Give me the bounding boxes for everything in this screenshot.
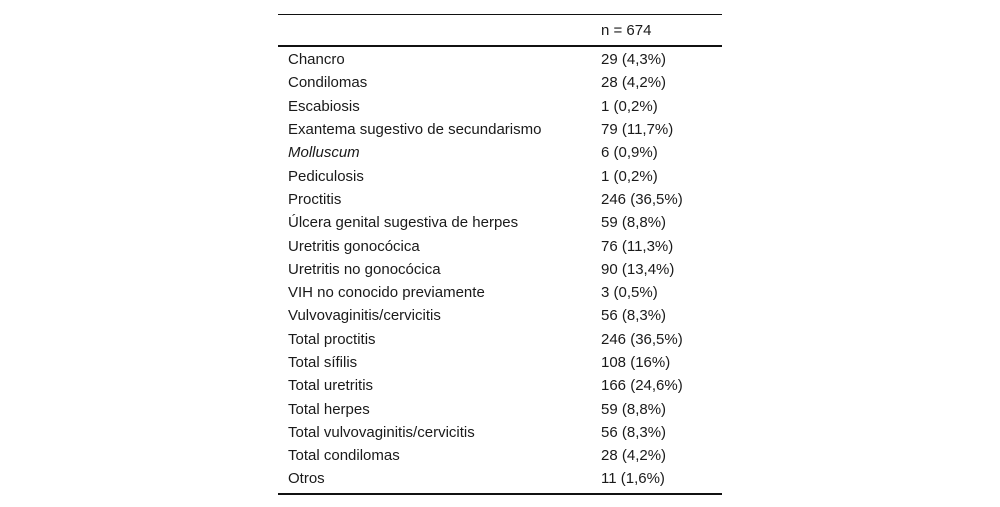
row-label: Chancro: [288, 51, 345, 69]
table-row: Chancro 29 (4,3%): [278, 48, 722, 71]
row-label: Molluscum: [288, 144, 360, 162]
row-label: Total proctitis: [288, 330, 376, 348]
row-label: Exantema sugestivo de secundarismo: [288, 121, 542, 139]
row-label: Condilomas: [288, 74, 368, 92]
row-value: 1 (0,2%): [601, 97, 658, 115]
sti-diagnoses-table: n = 674 Chancro 29 (4,3%) Condilomas 28 …: [278, 14, 722, 495]
row-label: Uretritis gonocócica: [288, 237, 420, 255]
row-value: 56 (8,3%): [601, 307, 667, 325]
row-value: 11 (1,6%): [601, 470, 665, 488]
table-row: Úlcera genital sugestiva de herpes 59 (8…: [278, 211, 722, 234]
table-row: Otros 11 (1,6%): [278, 467, 722, 490]
row-value: 90 (13,4%): [601, 260, 675, 278]
table-row: Total uretritis 166 (24,6%): [278, 374, 722, 397]
row-value: 79 (11,7%): [601, 121, 674, 139]
row-label: Total sífilis: [288, 354, 358, 371]
table-row: Molluscum 6 (0,9%): [278, 141, 722, 164]
table-row: Total condilomas 28 (4,2%): [278, 444, 722, 467]
row-value: 6 (0,9%): [601, 144, 658, 162]
row-value: 28 (4,2%): [601, 447, 667, 465]
row-value: 28 (4,2%): [601, 74, 667, 92]
row-label: Escabiosis: [288, 97, 360, 115]
row-value: 108 (16%): [601, 354, 671, 371]
table-row: Vulvovaginitis/cervicitis 56 (8,3%): [278, 304, 722, 327]
row-label: Pediculosis: [288, 167, 364, 185]
row-value: 3 (0,5%): [601, 284, 658, 302]
table-row: Uretritis gonocócica 76 (11,3%): [278, 234, 722, 257]
table-row: Uretritis no gonocócica 90 (13,4%): [278, 258, 722, 281]
row-label: Úlcera genital sugestiva de herpes: [288, 214, 519, 232]
header-n-total: n = 674: [601, 21, 652, 39]
table-row: Total sífilis 108 (16%): [278, 351, 722, 374]
table-row: VIH no conocido previamente 3 (0,5%): [278, 281, 722, 304]
table-body: Chancro 29 (4,3%) Condilomas 28 (4,2%) E…: [278, 47, 722, 493]
row-value: 29 (4,3%): [601, 51, 667, 69]
row-value: 56 (8,3%): [601, 423, 667, 441]
table-row: Escabiosis 1 (0,2%): [278, 95, 722, 118]
row-value: 59 (8,8%): [601, 400, 667, 418]
row-value: 166 (24,6%): [601, 377, 683, 395]
row-label: VIH no conocido previamente: [288, 284, 485, 302]
row-label: Total vulvovaginitis/cervicitis: [288, 423, 475, 441]
table-header-row: n = 674: [278, 15, 722, 47]
row-label: Proctitis: [288, 190, 342, 208]
table-row: Total vulvovaginitis/cervicitis 56 (8,3%…: [278, 421, 722, 444]
table-row: Total proctitis 246 (36,5%): [278, 328, 722, 351]
row-value: 246 (36,5%): [601, 330, 683, 348]
table-row: Pediculosis 1 (0,2%): [278, 164, 722, 187]
row-value: 76 (11,3%): [601, 237, 674, 255]
row-label: Total uretritis: [288, 377, 374, 395]
row-label: Total herpes: [288, 400, 370, 418]
row-label: Total condilomas: [288, 447, 400, 465]
table-row: Condilomas 28 (4,2%): [278, 71, 722, 94]
row-value: 1 (0,2%): [601, 167, 658, 185]
row-value: 246 (36,5%): [601, 190, 683, 208]
table-row: Proctitis 246 (36,5%): [278, 188, 722, 211]
row-value: 59 (8,8%): [601, 214, 667, 232]
row-label: Otros: [288, 470, 325, 488]
table-row: Exantema sugestivo de secundarismo 79 (1…: [278, 118, 722, 141]
row-label: Uretritis no gonocócica: [288, 260, 441, 278]
table-row: Total herpes 59 (8,8%): [278, 397, 722, 420]
row-label: Vulvovaginitis/cervicitis: [288, 307, 441, 325]
